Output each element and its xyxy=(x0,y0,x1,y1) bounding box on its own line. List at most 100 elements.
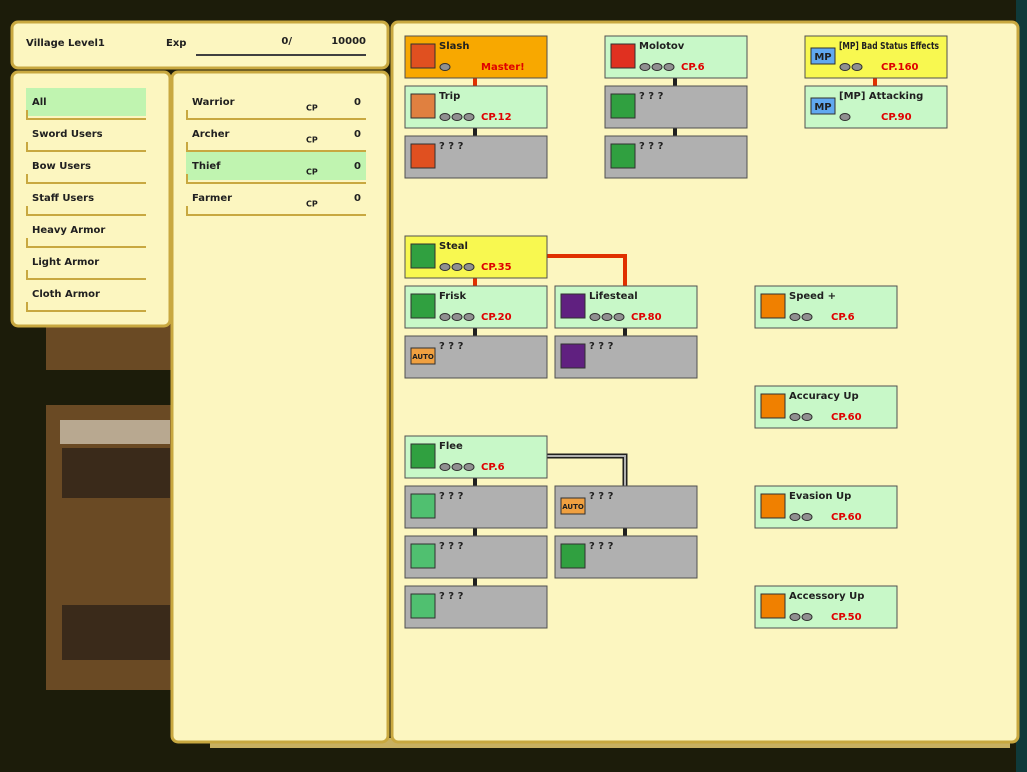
skill-pip xyxy=(801,413,813,421)
skill-icon xyxy=(410,143,436,169)
skill-cost: CP.6 xyxy=(681,62,705,73)
skill-name: ? ? ? xyxy=(439,591,464,602)
category-label: Staff Users xyxy=(32,193,94,204)
skill-pip xyxy=(801,313,813,321)
link xyxy=(473,78,877,286)
skill-icon xyxy=(410,43,436,69)
category-label: Heavy Armor xyxy=(32,225,105,236)
skill-icon xyxy=(760,593,786,619)
skill-cost: CP.90 xyxy=(881,112,912,123)
icon-text: AUTO xyxy=(562,503,584,511)
skill-pip xyxy=(789,613,801,621)
skill-cost: CP.6 xyxy=(831,312,855,323)
skill-cost: CP.80 xyxy=(631,312,662,323)
skill-name: ? ? ? xyxy=(439,491,464,502)
category-label: Sword Users xyxy=(32,129,103,140)
skill-pip xyxy=(839,113,851,121)
skill-panel xyxy=(390,20,1020,744)
class-panel xyxy=(170,70,390,744)
skill-icon xyxy=(810,97,836,115)
skill-pip xyxy=(789,413,801,421)
skill-icon xyxy=(410,293,436,319)
skill-pip xyxy=(439,463,451,471)
skill-icon xyxy=(410,93,436,119)
skill-cost: CP.160 xyxy=(881,62,919,73)
skill-icon xyxy=(560,543,586,569)
skill-pip xyxy=(639,63,651,71)
cp-label: CP xyxy=(306,104,318,113)
skill-pip xyxy=(451,313,463,321)
skill-icon xyxy=(760,293,786,319)
skill-name: ? ? ? xyxy=(439,541,464,552)
class-cp: 0 xyxy=(354,97,361,108)
category-underline xyxy=(26,302,146,312)
skill-links xyxy=(473,78,877,586)
scene-bookshelf xyxy=(62,605,170,660)
skill-pip xyxy=(851,63,863,71)
skill-pip xyxy=(439,313,451,321)
skill-pip xyxy=(451,113,463,121)
category-panel xyxy=(10,70,172,328)
skill-name: Evasion Up xyxy=(789,491,851,502)
skill-pip xyxy=(663,63,675,71)
category-label: Light Armor xyxy=(32,257,99,268)
skill-pip xyxy=(801,513,813,521)
skill-icon xyxy=(410,347,436,365)
skill-name: ? ? ? xyxy=(439,341,464,352)
class-underline xyxy=(186,206,366,216)
skill-cost: CP.60 xyxy=(831,412,862,423)
skill-pip xyxy=(789,313,801,321)
location: Village Level1 xyxy=(26,38,105,49)
category-underline xyxy=(26,270,146,280)
class-cp: 0 xyxy=(354,161,361,172)
link xyxy=(547,455,626,486)
class-underline xyxy=(186,174,366,184)
skill-icon xyxy=(410,493,436,519)
skill-icon xyxy=(610,93,636,119)
skill-name: Accessory Up xyxy=(789,591,864,602)
cp-label: CP xyxy=(306,136,318,145)
scene-edge xyxy=(1016,0,1027,772)
skill-name: ? ? ? xyxy=(589,341,614,352)
class-underline xyxy=(186,142,366,152)
skill-pip xyxy=(801,613,813,621)
category-label: Bow Users xyxy=(32,161,91,172)
skill-cost: CP.50 xyxy=(831,612,862,623)
skill-pip xyxy=(439,63,451,71)
skill-name: Frisk xyxy=(439,291,467,302)
icon-text: MP xyxy=(814,102,831,113)
icon-text: MP xyxy=(814,52,831,63)
cp-label: CP xyxy=(306,168,318,177)
skill-icon xyxy=(410,243,436,269)
scene-shelf-top xyxy=(60,420,170,444)
skill-pip xyxy=(451,263,463,271)
exp-current: 0/ xyxy=(281,36,292,47)
class-name: Thief xyxy=(192,161,221,172)
skill-name: ? ? ? xyxy=(639,141,664,152)
skill-name: ? ? ? xyxy=(439,141,464,152)
skill-cost: Master! xyxy=(481,62,525,73)
category-underline xyxy=(26,142,146,152)
skill-pip xyxy=(613,313,625,321)
skill-name: Trip xyxy=(439,91,460,102)
skill-name: ? ? ? xyxy=(639,91,664,102)
category-selected xyxy=(26,88,146,116)
class-name: Warrior xyxy=(192,97,235,108)
skill-name: ? ? ? xyxy=(589,491,614,502)
skill-name: Speed + xyxy=(789,291,836,302)
link xyxy=(473,78,677,586)
skill-name: Steal xyxy=(439,241,468,252)
skill-cost: CP.6 xyxy=(481,462,505,473)
cp-label: CP xyxy=(306,200,318,209)
header-panel xyxy=(10,20,390,70)
skill-cost: CP.20 xyxy=(481,312,512,323)
skill-name: Flee xyxy=(439,441,463,452)
class-cp: 0 xyxy=(354,193,361,204)
exp-label: Exp xyxy=(166,38,186,49)
skill-pip xyxy=(789,513,801,521)
skill-pip xyxy=(463,263,475,271)
class-cp: 0 xyxy=(354,129,361,140)
skill-pip xyxy=(589,313,601,321)
skill-pip xyxy=(439,113,451,121)
